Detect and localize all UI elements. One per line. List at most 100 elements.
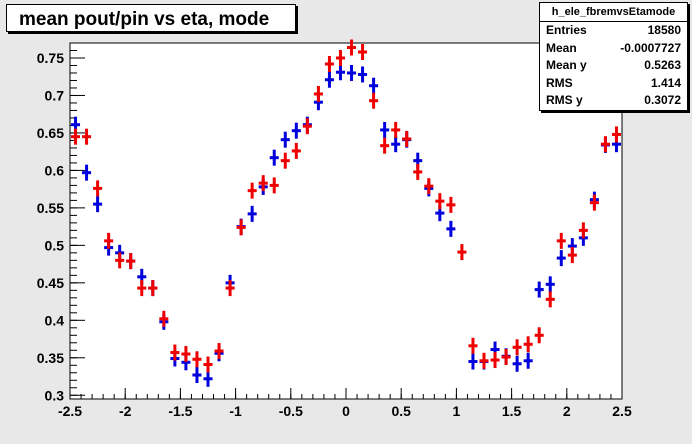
data-point <box>192 351 202 368</box>
stats-value: 18580 <box>647 23 681 37</box>
data-point <box>258 175 268 192</box>
stats-label: RMS <box>546 75 573 90</box>
data-point <box>115 252 125 269</box>
data-point <box>291 122 301 139</box>
data-point <box>170 344 180 361</box>
data-point <box>358 66 368 83</box>
data-point <box>424 178 434 195</box>
data-point <box>181 346 191 363</box>
data-point <box>82 128 92 145</box>
data-point <box>347 64 357 81</box>
axis-tick-labels: -2.5 -2 -1.5 -1 -0.5 0 0.5 1 1.5 2 2.5 0.3 0.35 0.4 0.… <box>37 50 632 419</box>
y-tick-label: 0.45 <box>37 275 64 291</box>
y-tick-label: 0.7 <box>45 87 65 103</box>
data-point <box>556 232 566 249</box>
data-point <box>324 71 334 88</box>
data-point <box>159 310 169 327</box>
data-point <box>236 219 246 236</box>
data-point <box>247 205 257 222</box>
x-tick-label: -2 <box>119 403 132 419</box>
data-point <box>545 291 555 308</box>
axis-ticks <box>69 49 623 399</box>
data-point <box>578 222 588 239</box>
y-tick-label: 0.75 <box>37 50 64 66</box>
x-tick-label: 1.5 <box>502 403 522 419</box>
data-point <box>93 196 103 213</box>
x-tick-label: -1.5 <box>168 403 192 419</box>
data-point <box>391 121 401 138</box>
stats-value: 0.5263 <box>644 58 681 72</box>
data-point <box>391 136 401 153</box>
data-point <box>545 276 555 293</box>
data-point <box>324 55 334 72</box>
data-point <box>93 180 103 197</box>
stats-label: Mean y <box>546 58 587 72</box>
x-tick-label: -2.5 <box>58 403 82 419</box>
chart-title: mean pout/pin vs eta, mode <box>19 9 270 30</box>
stats-label: RMS y <box>546 93 583 107</box>
stats-row-rms: RMS 1.414 <box>540 75 687 93</box>
data-point <box>203 356 213 373</box>
data-point <box>523 352 533 369</box>
x-tick-label: 0 <box>342 403 350 419</box>
data-point <box>446 220 456 237</box>
y-tick-label: 0.35 <box>37 350 64 366</box>
data-point <box>82 164 92 181</box>
data-point <box>104 232 114 249</box>
stats-label: Entries <box>546 23 587 37</box>
data-point <box>192 367 202 384</box>
data-point <box>302 118 312 135</box>
data-point <box>600 136 610 153</box>
data-point <box>457 244 467 261</box>
data-point <box>291 142 301 159</box>
data-point <box>71 128 81 145</box>
data-point <box>380 137 390 154</box>
data-point <box>567 247 577 264</box>
y-tick-label: 0.55 <box>37 200 64 216</box>
stats-value: -0.0007727 <box>620 40 681 55</box>
data-point <box>512 355 522 372</box>
stats-value: 1.414 <box>650 75 681 90</box>
data-point <box>203 370 213 387</box>
data-point <box>269 177 279 194</box>
data-point <box>335 64 345 81</box>
stats-name: h_ele_fbremvsEtamode <box>540 3 687 22</box>
x-tick-label: -1 <box>229 403 242 419</box>
stats-row-entries: Entries 18580 <box>540 22 687 40</box>
data-point <box>225 280 235 297</box>
stats-row-mean: Mean -0.0007727 <box>540 40 687 58</box>
data-point <box>556 250 566 267</box>
data-point <box>380 121 390 138</box>
x-tick-label: 2.5 <box>612 403 632 419</box>
data-point <box>313 85 323 102</box>
data-point <box>214 343 224 360</box>
data-point <box>413 163 423 180</box>
series-2 <box>71 39 621 373</box>
data-point <box>402 130 412 147</box>
data-point <box>468 337 478 354</box>
x-tick-label: 0.5 <box>391 403 411 419</box>
data-point <box>280 131 290 148</box>
y-tick-label: 0.5 <box>45 237 65 253</box>
data-point <box>280 152 290 169</box>
y-tick-label: 0.6 <box>45 162 65 178</box>
data-point <box>589 194 599 211</box>
y-tick-label: 0.3 <box>45 387 65 403</box>
data-point <box>611 126 621 143</box>
data-point <box>501 349 511 366</box>
title-box: mean pout/pin vs eta, mode <box>6 4 296 32</box>
data-point <box>534 281 544 298</box>
data-point <box>137 280 147 297</box>
y-tick-label: 0.4 <box>45 312 65 328</box>
stats-label: Mean <box>546 40 577 55</box>
data-point <box>148 280 158 297</box>
data-point <box>335 49 345 66</box>
data-point <box>126 253 136 270</box>
data-point <box>468 353 478 370</box>
data-point <box>446 196 456 213</box>
stats-box: h_ele_fbremvsEtamode Entries 18580 Mean … <box>539 2 688 111</box>
data-point <box>358 43 368 60</box>
stats-row-rms-y: RMS y 0.3072 <box>540 92 687 110</box>
